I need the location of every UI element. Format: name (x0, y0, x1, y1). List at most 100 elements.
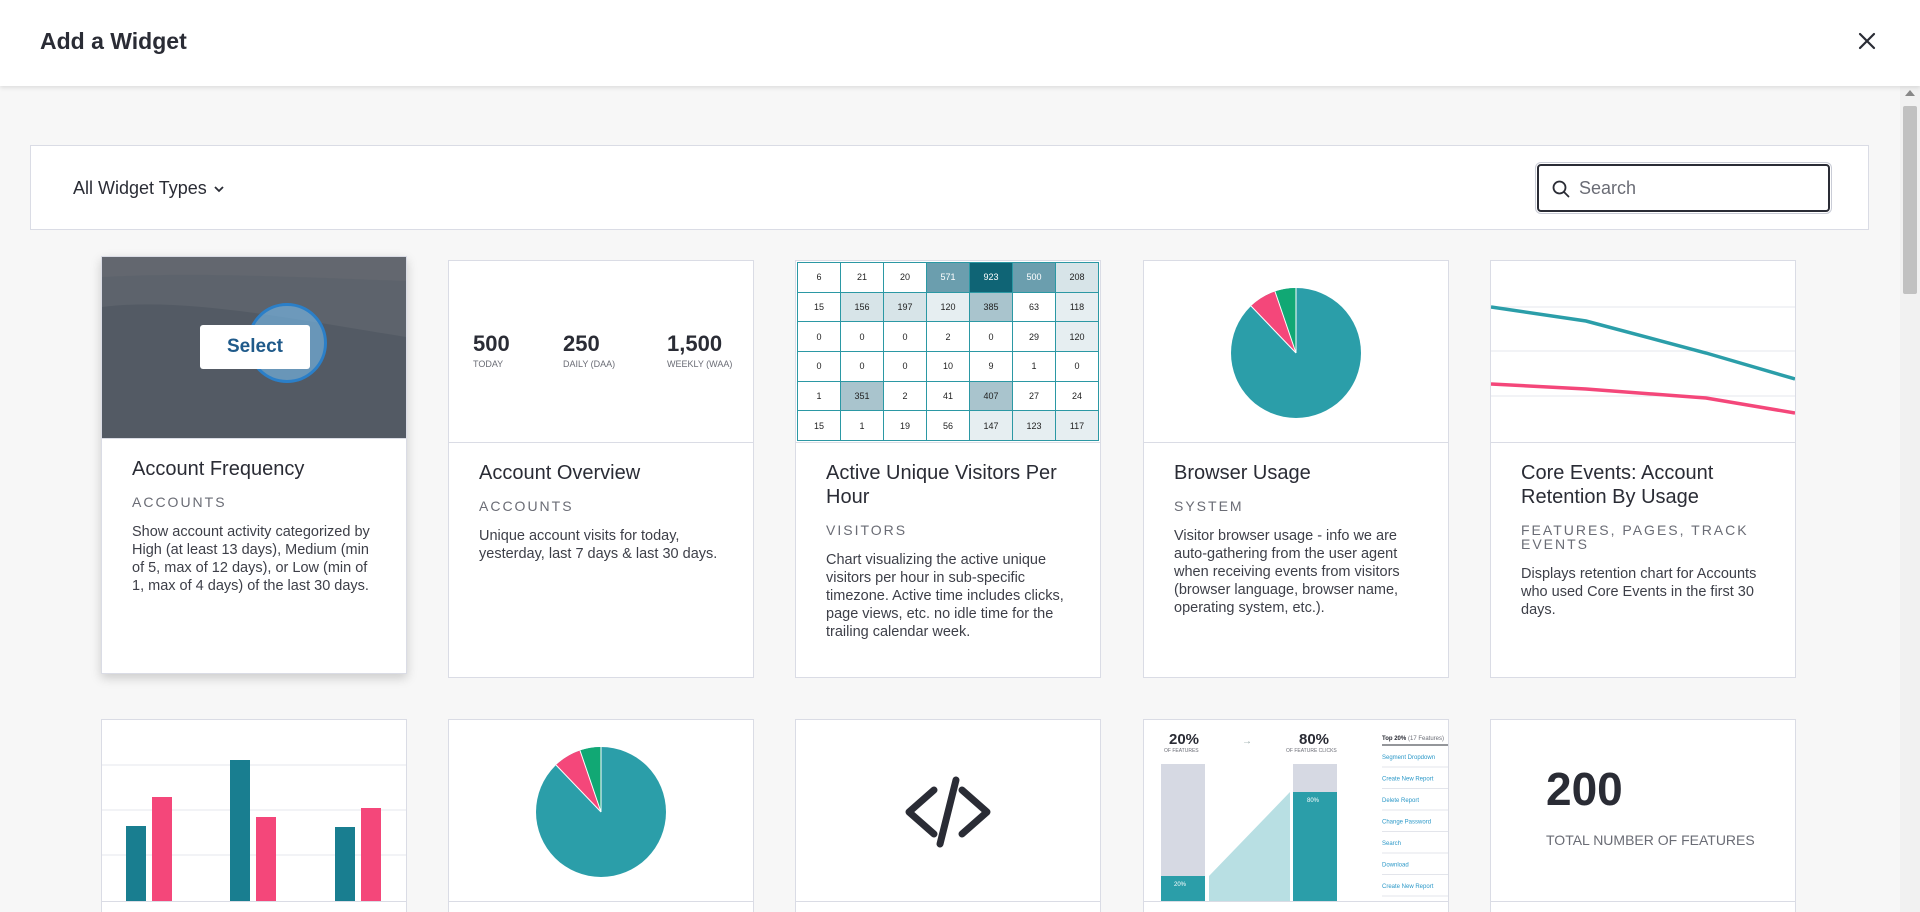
funnel-list-item: Download (1382, 863, 1409, 869)
funnel-list-item: Search (1382, 841, 1401, 847)
kpi-label: TODAY (473, 359, 504, 369)
card-title: Active Unique Visitors Per Hour (826, 462, 1057, 508)
widget-card-active-unique-visitors[interactable]: 6 21 20 571 923 500 208 15 156 197 120 385 63 118 0 0 0 2… (795, 260, 1101, 678)
heatmap-cell: 351 (840, 380, 884, 412)
funnel-left-pct: 20% (1169, 731, 1199, 748)
heatmap-cell: 9 (969, 351, 1013, 382)
card-title: Account Frequency (132, 458, 305, 480)
bar (126, 826, 146, 901)
heatmap-cell: 117 (1055, 410, 1099, 442)
widget-card-core-events-retention[interactable]: Core Events: Account Retention By Usage … (1490, 260, 1796, 678)
kpi-today: 500 TODAY (473, 331, 510, 369)
pie-chart-thumbnail (1231, 288, 1361, 418)
widget-card-bar-chart[interactable] (101, 719, 407, 912)
kpi-weekly: 1,500 WEEKLY (WAA) (667, 331, 732, 369)
pie-chart-thumbnail (536, 747, 666, 877)
heatmap-cell: 2 (926, 321, 970, 353)
widget-thumbnail: 6 21 20 571 923 500 208 15 156 197 120 385 63 118 0 0 0 2… (796, 261, 1100, 443)
heatmap-cell: 571 (926, 262, 970, 293)
heatmap-cell: 29 (1012, 321, 1056, 353)
heatmap-cell: 208 (1055, 262, 1099, 293)
heatmap-cell: 385 (969, 291, 1013, 323)
heatmap-row: 0 0 0 2 0 29 120 (797, 321, 1099, 353)
bar (335, 827, 355, 901)
kpi-label: WEEKLY (WAA) (667, 359, 733, 369)
select-button[interactable]: Select (200, 325, 310, 369)
widget-card-total-features[interactable]: 200 TOTAL NUMBER OF FEATURES (1490, 719, 1796, 912)
widget-thumbnail (449, 720, 753, 902)
line-chart-thumbnail (1491, 305, 1795, 415)
widget-thumbnail: 200 TOTAL NUMBER OF FEATURES (1491, 720, 1795, 902)
scrollbar[interactable] (1900, 86, 1920, 912)
widget-thumbnail (102, 720, 406, 902)
card-description: Unique account visits for today, yesterd… (479, 528, 718, 562)
heatmap-cell: 0 (969, 321, 1013, 353)
search-box[interactable] (1537, 164, 1830, 212)
heatmap-cell: 24 (1055, 380, 1099, 412)
heatmap-cell: 407 (969, 380, 1013, 412)
modal-title: Add a Widget (40, 28, 187, 54)
funnel-bar-top: 80% (1307, 798, 1320, 804)
bar (230, 760, 250, 901)
widget-thumbnail (1491, 261, 1795, 443)
widget-card-account-frequency[interactable]: Select Account Frequency ACCOUNTS Show a… (101, 256, 407, 674)
heatmap-cell: 118 (1055, 291, 1099, 323)
widget-card-custom-code[interactable] (795, 719, 1101, 912)
funnel-feature-list: Segment Dropdown Create New Report Delete … (1382, 755, 1448, 897)
widget-card-pie-chart[interactable] (448, 719, 754, 912)
heatmap-cell: 0 (797, 351, 841, 382)
filter-bar: All Widget Types (30, 145, 1869, 230)
pie-slice (1251, 291, 1296, 353)
heatmap-row: 1 351 2 41 407 27 24 (797, 380, 1099, 412)
heatmap-cell: 0 (1055, 351, 1099, 382)
heatmap-cell: 0 (883, 321, 927, 353)
heatmap-row: 15 156 197 120 385 63 118 (797, 291, 1099, 323)
funnel-list-item: Change Password (1382, 820, 1431, 826)
scroll-up-arrow-icon[interactable] (1905, 90, 1915, 96)
widget-thumbnail: 500 TODAY 250 DAILY (DAA) 1,500 WEEKLY (… (449, 261, 753, 443)
heatmap-cell: 923 (969, 262, 1013, 293)
widget-card-browser-usage[interactable]: Browser Usage SYSTEM Visitor browser usa… (1143, 260, 1449, 678)
heatmap-cell: 6 (797, 262, 841, 293)
heatmap-cell: 21 (840, 262, 884, 293)
heatmap-cell: 56 (926, 410, 970, 442)
card-title: Core Events: Account Retention By Usage (1521, 462, 1714, 508)
widget-card-account-overview[interactable]: 500 TODAY 250 DAILY (DAA) 1,500 WEEKLY (… (448, 260, 754, 678)
funnel-right-sub: OF FEATURE CLICKS (1286, 748, 1337, 754)
card-description: Chart visualizing the active unique visi… (826, 552, 1064, 640)
heatmap-cell: 0 (840, 351, 884, 382)
widget-type-dropdown[interactable]: All Widget Types (73, 178, 225, 199)
heatmap-row: 6 21 20 571 923 500 208 (797, 262, 1099, 293)
widget-type-dropdown-label: All Widget Types (73, 178, 207, 198)
heatmap-cell: 63 (1012, 291, 1056, 323)
card-description: Displays retention chart for Accounts wh… (1521, 566, 1757, 618)
heatmap-row: 15 1 19 56 147 123 117 (797, 410, 1099, 442)
modal-header: Add a Widget (0, 0, 1920, 86)
widget-thumbnail (1144, 261, 1448, 443)
heatmap-cell: 147 (969, 410, 1013, 442)
funnel-list-title: Top 20% (1382, 736, 1407, 742)
kpi-label: DAILY (DAA) (563, 359, 616, 369)
retention-line-series (1491, 305, 1795, 381)
heatmap-cell: 0 (840, 321, 884, 353)
heatmap-cell: 15 (797, 410, 841, 442)
scroll-thumb[interactable] (1903, 106, 1917, 294)
funnel-left-sub: OF FEATURES (1164, 748, 1199, 754)
bar (256, 817, 276, 901)
kpi-daily: 250 DAILY (DAA) (563, 331, 615, 369)
pie-slice (556, 750, 601, 812)
bar (361, 808, 381, 901)
funnel-list-item: Delete Report (1382, 798, 1419, 804)
chevron-down-icon (214, 185, 224, 192)
funnel-bar-bottom: 20% (1174, 882, 1187, 888)
funnel-list-item: Create New Report (1382, 884, 1434, 890)
card-category: ACCOUNTS (132, 494, 227, 510)
close-button[interactable] (1852, 26, 1882, 56)
kpi-value: 250 (563, 331, 600, 356)
heatmap-thumbnail: 6 21 20 571 923 500 208 15 156 197 120 385 63 118 0 0 0 2… (797, 262, 1099, 442)
widget-card-feature-adoption[interactable]: 20% OF FEATURES → 80% OF FEATURE CLICKS … (1143, 719, 1449, 912)
heatmap-cell: 10 (926, 351, 970, 382)
funnel-list-count: (17 Features) (1408, 736, 1444, 742)
heatmap-cell: 20 (883, 262, 927, 293)
search-input[interactable] (1579, 176, 1819, 200)
